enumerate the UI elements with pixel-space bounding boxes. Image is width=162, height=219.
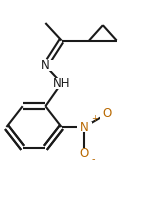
Text: N: N <box>80 120 89 134</box>
Text: O: O <box>102 107 112 120</box>
FancyBboxPatch shape <box>51 78 72 89</box>
FancyBboxPatch shape <box>38 60 53 71</box>
Text: N: N <box>41 59 50 72</box>
Text: O: O <box>80 147 89 160</box>
FancyBboxPatch shape <box>77 122 92 132</box>
Text: -: - <box>92 154 95 164</box>
Text: +: + <box>92 114 98 123</box>
Text: NH: NH <box>53 77 70 90</box>
FancyBboxPatch shape <box>100 108 113 119</box>
FancyBboxPatch shape <box>78 148 91 159</box>
